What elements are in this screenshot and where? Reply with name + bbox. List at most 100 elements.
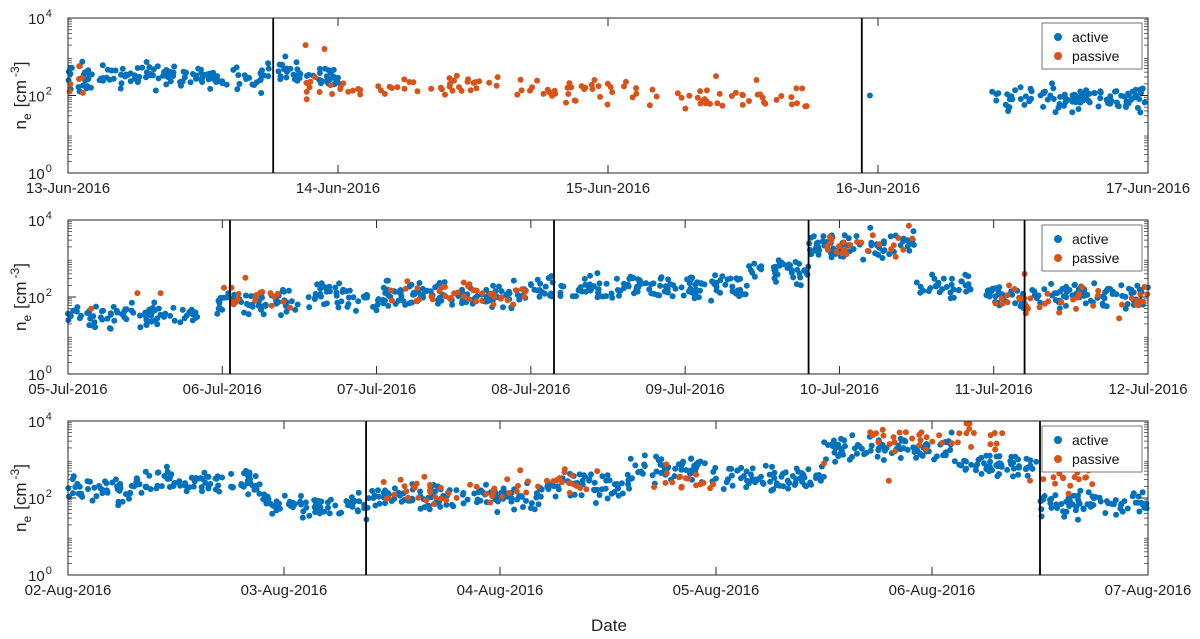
passive-marker bbox=[992, 300, 999, 307]
active-marker bbox=[441, 279, 448, 286]
y-tick-label: 102 bbox=[28, 287, 52, 307]
passive-marker bbox=[788, 101, 795, 108]
active-marker bbox=[155, 469, 162, 476]
passive-marker bbox=[456, 84, 462, 91]
active-marker bbox=[228, 470, 235, 477]
passive-marker bbox=[1137, 291, 1144, 298]
active-marker bbox=[649, 472, 656, 479]
x-tick-label: 02-Aug-2016 bbox=[25, 582, 112, 599]
active-marker bbox=[545, 486, 552, 492]
passive-marker bbox=[1133, 301, 1140, 308]
active-marker bbox=[578, 492, 585, 499]
active-marker bbox=[1066, 503, 1073, 509]
passive-marker bbox=[694, 94, 701, 101]
active-marker bbox=[1097, 89, 1104, 96]
passive-marker bbox=[716, 90, 723, 97]
passive-marker bbox=[387, 287, 394, 294]
passive-marker bbox=[1036, 304, 1043, 311]
active-marker bbox=[127, 489, 134, 496]
y-tick-label: 104 bbox=[28, 8, 52, 28]
active-marker bbox=[369, 487, 376, 494]
passive-marker bbox=[394, 84, 401, 91]
active-marker bbox=[278, 312, 284, 319]
active-marker bbox=[139, 64, 146, 71]
passive-marker bbox=[447, 80, 453, 87]
active-marker bbox=[838, 435, 844, 442]
y-axis-label-unit: [cm bbox=[11, 80, 30, 107]
active-marker bbox=[599, 486, 605, 493]
active-marker bbox=[646, 286, 653, 293]
legend-box bbox=[1041, 224, 1143, 272]
active-marker bbox=[1114, 102, 1121, 109]
active-marker bbox=[1122, 305, 1129, 312]
active-marker bbox=[176, 478, 183, 485]
passive-marker bbox=[956, 430, 963, 437]
active-marker bbox=[1119, 292, 1126, 299]
passive-marker bbox=[221, 284, 227, 291]
active-marker bbox=[790, 274, 797, 281]
active-marker bbox=[798, 470, 805, 477]
active-marker bbox=[1033, 458, 1040, 465]
active-marker bbox=[1107, 93, 1114, 100]
active-marker bbox=[541, 290, 548, 297]
passive-marker bbox=[963, 430, 970, 437]
passive-marker bbox=[891, 439, 898, 446]
passive-marker bbox=[922, 446, 929, 453]
passive-marker bbox=[427, 481, 433, 488]
active-marker bbox=[1091, 280, 1098, 287]
active-marker bbox=[432, 284, 439, 291]
active-marker bbox=[1110, 288, 1117, 295]
active-marker bbox=[835, 453, 842, 460]
passive-marker bbox=[1067, 482, 1074, 489]
active-marker bbox=[214, 310, 221, 317]
active-marker bbox=[177, 482, 184, 489]
active-marker bbox=[346, 287, 353, 294]
active-marker bbox=[866, 92, 873, 99]
passive-marker bbox=[917, 437, 924, 444]
active-marker bbox=[742, 291, 749, 298]
active-marker bbox=[205, 76, 212, 83]
active-marker bbox=[126, 495, 132, 502]
active-marker bbox=[604, 495, 611, 502]
passive-marker bbox=[566, 489, 573, 496]
passive-marker bbox=[713, 73, 719, 80]
passive-marker bbox=[686, 92, 693, 99]
active-marker bbox=[190, 483, 197, 490]
passive-marker bbox=[443, 497, 450, 504]
active-marker bbox=[653, 468, 660, 475]
series-passive bbox=[66, 42, 810, 112]
passive-marker bbox=[802, 103, 809, 110]
active-marker bbox=[615, 492, 622, 499]
active-marker bbox=[792, 479, 799, 486]
active-marker bbox=[653, 453, 660, 460]
active-marker bbox=[1016, 464, 1022, 471]
passive-marker bbox=[479, 290, 486, 297]
active-marker bbox=[733, 275, 740, 282]
active-marker bbox=[592, 500, 599, 506]
active-marker bbox=[170, 304, 177, 311]
active-marker bbox=[1004, 91, 1011, 98]
passive-marker bbox=[864, 247, 871, 254]
passive-marker bbox=[423, 497, 430, 504]
active-marker bbox=[312, 509, 319, 516]
y-tick-label: 102 bbox=[28, 488, 52, 508]
active-marker bbox=[292, 306, 299, 313]
active-marker bbox=[316, 70, 323, 76]
active-marker bbox=[1057, 93, 1064, 100]
active-marker bbox=[241, 309, 248, 316]
active-marker bbox=[294, 301, 301, 308]
active-marker bbox=[664, 289, 671, 296]
active-marker bbox=[142, 484, 149, 491]
active-marker bbox=[528, 500, 535, 507]
active-marker bbox=[688, 289, 695, 296]
active-marker bbox=[350, 294, 357, 301]
active-marker bbox=[1012, 300, 1019, 307]
x-tick-label: 12-Jul-2016 bbox=[1108, 381, 1187, 398]
active-marker bbox=[136, 73, 143, 80]
passive-marker bbox=[824, 246, 831, 253]
active-marker bbox=[575, 287, 582, 294]
passive-marker bbox=[778, 93, 785, 99]
active-marker bbox=[277, 505, 283, 512]
x-tick-label: 14-Jun-2016 bbox=[296, 180, 380, 197]
active-marker bbox=[303, 504, 310, 511]
